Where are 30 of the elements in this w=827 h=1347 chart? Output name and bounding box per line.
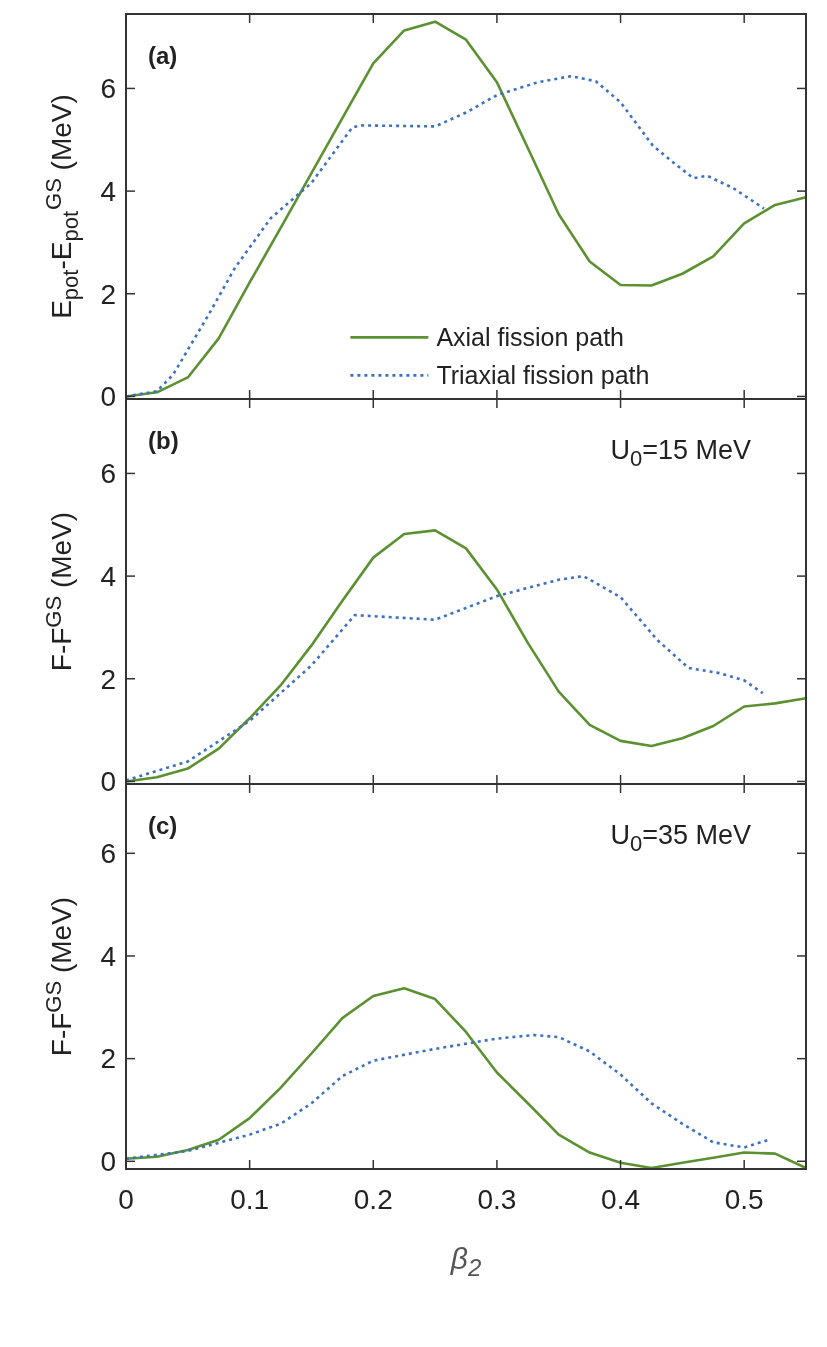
y-tick-label: 0	[100, 381, 116, 413]
line-series	[124, 1033, 771, 1161]
annotation: U$_{0}$=35 MeV	[610, 820, 751, 856]
y-tick-label: 0	[100, 766, 116, 798]
line-series	[124, 529, 808, 783]
y-tick-label: 6	[100, 458, 116, 490]
x-axis-title: β$_{2}$	[449, 1242, 482, 1282]
x-tick-label: 0.1	[230, 1184, 270, 1215]
annotation: (b)	[148, 427, 179, 454]
legend-label: Axial fission path	[436, 323, 625, 352]
y-tick-label: 4	[100, 175, 116, 207]
x-tick-label: 0.5	[724, 1184, 764, 1215]
legend-label: Triaxial fission path	[436, 361, 650, 390]
annotation: U$_{0}$=15 MeV	[610, 435, 751, 471]
y-tick-label: 0	[100, 1146, 116, 1178]
x-tick-label: 0.4	[601, 1184, 641, 1215]
y-tick-label: 2	[100, 1043, 116, 1075]
annotation: (c)	[148, 812, 178, 839]
x-tick-label: 0.3	[477, 1184, 517, 1215]
x-tick-label: 0.2	[353, 1184, 393, 1215]
y-tick-label: 4	[100, 940, 116, 972]
annotation: (a)	[148, 42, 178, 69]
y-tick-label: 2	[100, 663, 116, 695]
y-tick-label: 6	[100, 73, 116, 105]
line-series	[124, 74, 766, 398]
line-series	[124, 20, 808, 398]
y-tick-label: 2	[100, 278, 116, 310]
line-series	[124, 574, 765, 782]
y-tick-label: 6	[100, 838, 116, 870]
y-tick-label: 4	[100, 560, 116, 592]
